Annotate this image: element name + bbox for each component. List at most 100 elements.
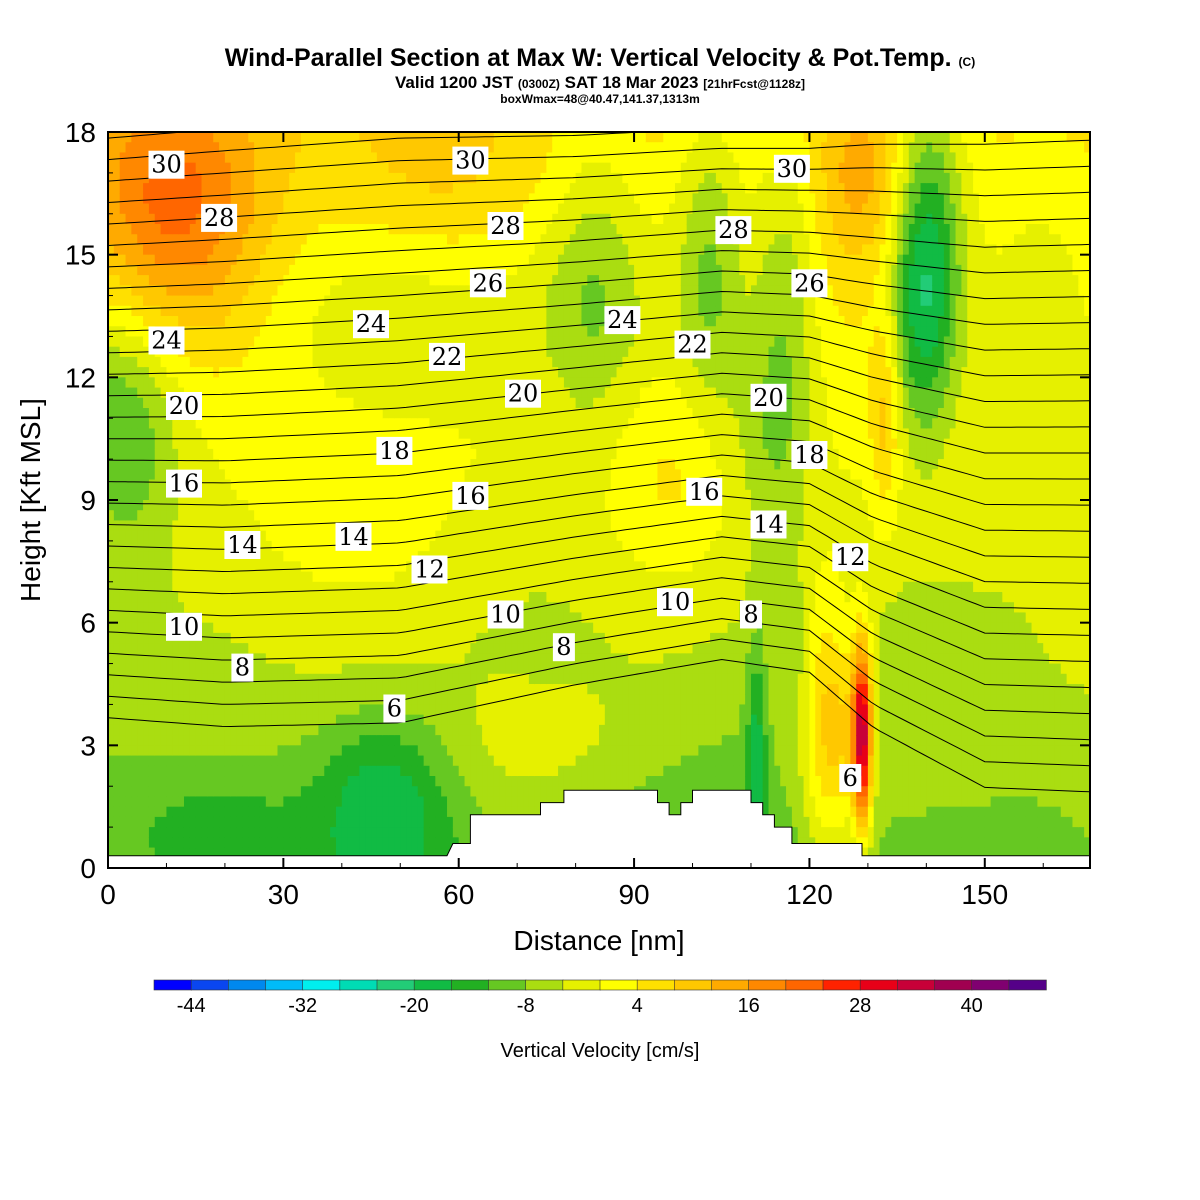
velocity-cell <box>411 643 419 654</box>
velocity-cell <box>318 755 325 767</box>
velocity-cell <box>289 530 296 542</box>
velocity-cell <box>447 510 454 522</box>
velocity-cell <box>113 500 121 511</box>
velocity-cell <box>487 172 495 184</box>
velocity-cell <box>219 183 226 194</box>
velocity-cell <box>318 326 325 338</box>
velocity-cell <box>429 602 436 614</box>
velocity-cell <box>277 489 284 501</box>
velocity-cell <box>125 551 132 562</box>
velocity-cell <box>435 448 442 460</box>
velocity-cell <box>452 755 460 767</box>
velocity-cell <box>376 264 384 276</box>
velocity-cell <box>219 632 226 644</box>
velocity-cell <box>429 142 436 154</box>
velocity-cell <box>289 592 296 603</box>
velocity-cell <box>376 622 384 634</box>
velocity-cell <box>207 152 214 164</box>
velocity-cell <box>318 336 325 348</box>
velocity-cell <box>411 530 419 542</box>
velocity-cell <box>172 264 179 276</box>
velocity-cell <box>236 448 244 460</box>
velocity-cell <box>371 643 378 654</box>
velocity-cell <box>195 765 203 777</box>
velocity-cell <box>423 581 431 593</box>
velocity-cell <box>347 479 355 491</box>
velocity-cell <box>312 448 320 460</box>
velocity-cell <box>458 827 466 838</box>
velocity-cell <box>423 213 431 225</box>
velocity-cell <box>423 418 431 430</box>
velocity-cell <box>447 448 454 460</box>
velocity-cell <box>447 540 454 552</box>
velocity-cell <box>417 356 425 368</box>
velocity-cell <box>429 735 436 746</box>
velocity-cell <box>487 418 495 430</box>
velocity-cell <box>464 745 472 757</box>
velocity-cell <box>487 377 495 389</box>
velocity-cell <box>119 285 127 297</box>
velocity-cell <box>330 387 337 399</box>
velocity-cell <box>464 254 472 266</box>
velocity-cell <box>195 714 203 726</box>
velocity-cell <box>195 203 203 215</box>
velocity-cell <box>295 592 302 603</box>
velocity-cell <box>207 612 214 624</box>
velocity-cell <box>335 285 343 297</box>
velocity-cell <box>300 653 308 665</box>
velocity-cell <box>242 592 249 603</box>
velocity-cell <box>441 510 448 522</box>
velocity-cell <box>324 377 331 389</box>
velocity-cell <box>248 561 255 573</box>
velocity-cell <box>236 377 244 389</box>
velocity-cell <box>137 377 144 389</box>
velocity-cell <box>259 551 267 562</box>
velocity-cell <box>166 285 173 297</box>
velocity-cell <box>511 356 518 368</box>
velocity-cell <box>417 602 425 614</box>
velocity-cell <box>400 684 407 695</box>
velocity-cell <box>400 244 407 256</box>
velocity-cell <box>108 408 115 419</box>
velocity-cell <box>452 254 460 266</box>
velocity-cell <box>470 244 477 256</box>
velocity-cell <box>254 592 261 603</box>
velocity-cell <box>248 704 255 716</box>
velocity-cell <box>295 367 302 378</box>
velocity-cell <box>423 254 431 266</box>
velocity-cell <box>499 520 507 532</box>
velocity-cell <box>447 694 454 706</box>
velocity-cell <box>166 684 173 695</box>
velocity-cell <box>283 540 290 552</box>
velocity-cell <box>406 397 413 409</box>
velocity-cell <box>324 224 331 235</box>
velocity-cell <box>183 428 191 440</box>
velocity-cell <box>476 193 483 205</box>
velocity-cell <box>224 520 232 532</box>
velocity-cell <box>353 234 360 246</box>
velocity-cell <box>119 234 127 246</box>
velocity-cell <box>289 438 296 450</box>
velocity-cell <box>300 786 308 798</box>
velocity-cell <box>178 377 185 389</box>
velocity-cell <box>447 387 454 399</box>
velocity-cell <box>125 285 132 297</box>
velocity-cell <box>160 489 168 501</box>
velocity-cell <box>470 530 477 542</box>
velocity-cell <box>236 397 244 409</box>
velocity-cell <box>482 428 489 440</box>
velocity-cell <box>411 448 419 460</box>
velocity-cell <box>166 377 173 389</box>
velocity-cell <box>335 438 343 450</box>
velocity-cell <box>131 305 138 317</box>
velocity-cell <box>289 632 296 644</box>
velocity-cell <box>406 408 413 419</box>
velocity-cell <box>318 438 325 450</box>
velocity-cell <box>172 745 179 757</box>
velocity-cell <box>458 684 466 695</box>
velocity-cell <box>487 653 495 665</box>
velocity-cell <box>271 285 279 297</box>
velocity-cell <box>382 684 390 695</box>
velocity-cell <box>207 540 214 552</box>
